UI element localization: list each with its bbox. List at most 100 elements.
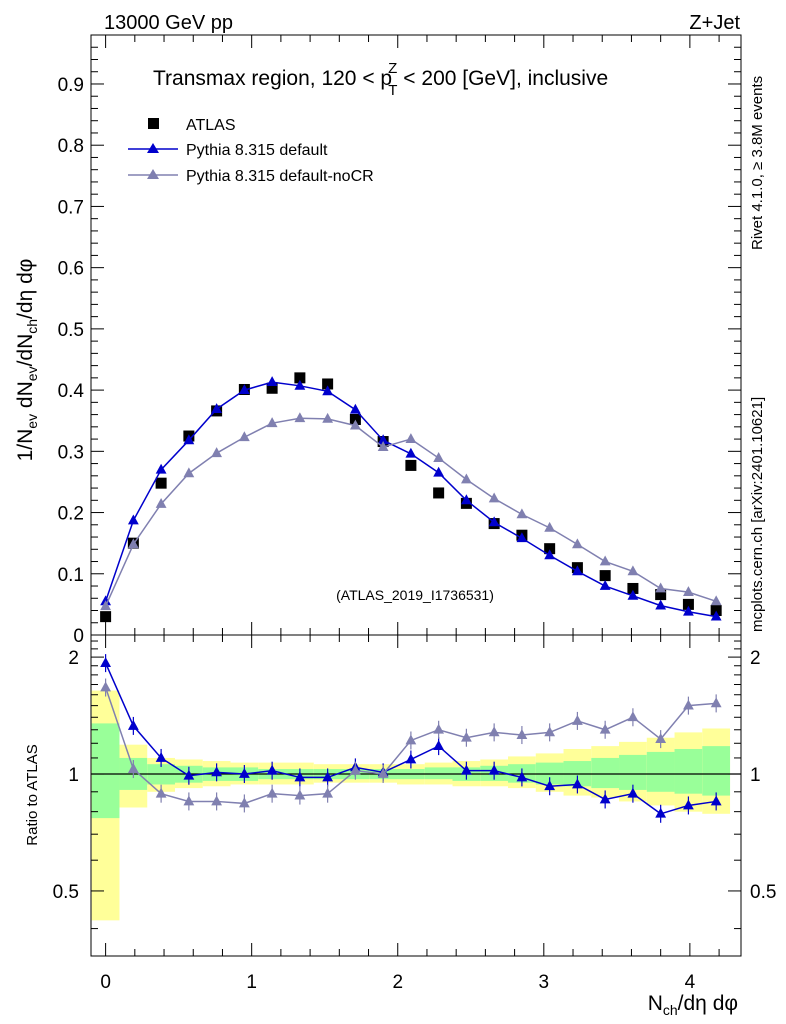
ratio-point-pythia-8-315-default-nocr	[627, 711, 639, 722]
ylabel-part-c: dN	[14, 381, 37, 414]
legend-label-atlas: ATLAS	[186, 117, 236, 134]
data-point-pythia-8-315-default	[460, 494, 472, 505]
main-y-tick-label: 0.6	[58, 259, 84, 280]
legend-marker-pythia-nocr	[147, 169, 159, 179]
data-point-atlas	[322, 378, 334, 390]
ylabel-part-e: /dN	[14, 334, 37, 367]
data-point-atlas	[294, 372, 306, 384]
header-energy-label: 13000 GeV pp	[104, 12, 233, 34]
ylabel-part-g: /dη dφ	[14, 259, 37, 319]
data-point-pythia-8-315-default-nocr	[488, 492, 500, 503]
data-point-atlas	[405, 459, 417, 471]
ratio-point-pythia-8-315-default	[211, 766, 223, 777]
ratio-point-pythia-8-315-default	[433, 740, 445, 751]
ratio-point-pythia-8-315-default	[460, 764, 472, 775]
ratio-band-green	[702, 746, 731, 796]
ratio-point-pythia-8-315-default-nocr	[322, 787, 334, 798]
ratio-point-pythia-8-315-default	[572, 778, 583, 789]
data-point-atlas	[627, 582, 639, 594]
data-point-atlas	[655, 589, 667, 601]
data-point-pythia-8-315-default-nocr	[377, 441, 389, 451]
main-y-tick-label: 0.8	[58, 136, 84, 157]
title-main-part: Transmax region, 120 < p	[153, 67, 392, 90]
data-point-pythia-8-315-default	[183, 434, 195, 445]
ratio-point-pythia-8-315-default	[488, 764, 500, 775]
data-point-atlas	[155, 477, 167, 489]
ratio-point-pythia-8-315-default-nocr	[683, 699, 694, 710]
data-point-pythia-8-315-default	[516, 532, 528, 543]
data-point-pythia-8-315-default-nocr	[544, 521, 556, 532]
legend: ATLAS Pythia 8.315 default Pythia 8.315 …	[128, 117, 374, 185]
ratio-point-pythia-8-315-default-nocr	[433, 723, 445, 734]
data-point-pythia-8-315-default	[655, 599, 667, 610]
data-point-pythia-8-315-default-nocr	[460, 473, 472, 484]
data-point-pythia-8-315-default	[377, 434, 389, 445]
ratio-point-pythia-8-315-default	[710, 795, 722, 806]
x-tick-label: 0	[100, 972, 111, 993]
x-tick-label: 3	[539, 972, 550, 993]
data-point-pythia-8-315-default-nocr	[100, 600, 112, 611]
ratio-band-green	[424, 767, 453, 780]
data-point-pythia-8-315-default	[155, 463, 167, 474]
data-point-pythia-8-315-default-nocr	[599, 555, 611, 566]
ratio-point-pythia-8-315-default	[544, 780, 556, 791]
data-point-pythia-8-315-default	[349, 403, 361, 414]
ratio-point-pythia-8-315-default-nocr	[211, 795, 223, 806]
data-point-atlas	[544, 543, 556, 555]
ratio-point-pythia-8-315-default-nocr	[349, 764, 361, 775]
ylabel-sub-ev1: ev	[24, 414, 40, 429]
legend-marker-pythia-default	[147, 143, 159, 153]
ratio-point-pythia-8-315-default-nocr	[516, 729, 528, 739]
main-y-tick-label: 0.2	[58, 504, 84, 525]
analysis-watermark: (ATLAS_2019_I1736531)	[336, 587, 494, 603]
data-point-pythia-8-315-default-nocr	[349, 419, 361, 430]
series-line-pythia-8-315-default-nocr	[104, 417, 717, 607]
main-y-tick-label: 0.5	[58, 320, 84, 341]
ratio-band-green	[646, 751, 675, 792]
data-point-pythia-8-315-default-nocr	[655, 582, 667, 593]
data-point-pythia-8-315-default-nocr	[183, 467, 195, 478]
ratio-point-pythia-8-315-default	[155, 751, 167, 762]
main-y-axis-label: 1/Nev dNev/dNch/dη dφ	[14, 259, 40, 462]
xlabel-part-a: N	[648, 992, 663, 1015]
series-line-pythia-8-315-default	[104, 381, 717, 618]
data-point-atlas	[682, 598, 694, 610]
ratio-point-pythia-8-315-default-nocr	[710, 697, 722, 708]
ylabel-part-a: 1/N	[14, 429, 37, 462]
data-point-pythia-8-315-default	[683, 605, 694, 616]
ratio-panel: 0.5 0.5 1 1 2 2 0 1 2 3 4 Ratio to ATLAS Nch/dη dφ	[24, 634, 776, 1018]
rivet-version-label: Rivet 4.1.0, ≥ 3.8M events	[749, 76, 766, 250]
ratio-point-pythia-8-315-default-nocr	[266, 787, 278, 798]
data-point-pythia-8-315-default-nocr	[683, 586, 694, 597]
data-point-pythia-8-315-default-nocr	[710, 595, 722, 606]
main-y-tick-label: 0.3	[58, 442, 84, 463]
main-y-tick-label: 0.1	[58, 565, 84, 586]
header-process-label: Z+Jet	[689, 12, 740, 34]
data-point-pythia-8-315-default-nocr	[405, 433, 417, 443]
ratio-y-tick-label: 1	[68, 765, 79, 786]
data-point-pythia-8-315-default-nocr	[572, 538, 583, 549]
ratio-point-pythia-8-315-default	[516, 771, 528, 782]
xlabel-sub-ch: ch	[663, 1002, 678, 1018]
data-point-pythia-8-315-default-nocr	[433, 452, 445, 462]
ratio-point-pythia-8-315-default	[127, 719, 139, 730]
ratio-point-pythia-8-315-default-nocr	[460, 731, 472, 742]
data-point-pythia-8-315-default-nocr	[127, 538, 139, 549]
data-point-atlas	[599, 570, 611, 582]
data-point-pythia-8-315-default	[627, 589, 639, 600]
ratio-band-green	[619, 754, 647, 790]
title-superscript: Z	[388, 60, 397, 77]
main-y-tick-label: 0.4	[58, 381, 85, 402]
ratio-point-pythia-8-315-default	[238, 768, 250, 778]
ratio-band-green	[674, 748, 703, 794]
mcplots-label: mcplots.cern.ch [arXiv:2401.10621]	[749, 397, 766, 632]
ratio-band-green	[91, 723, 120, 819]
ratio-point-pythia-8-315-default	[322, 771, 334, 782]
ratio-point-pythia-8-315-default-nocr	[405, 734, 417, 745]
legend-label-pythia-nocr: Pythia 8.315 default-noCR	[186, 168, 374, 185]
ratio-point-pythia-8-315-default	[655, 807, 667, 818]
ratio-point-pythia-8-315-default-nocr	[294, 789, 306, 800]
title-rest-part: < 200 [GeV], inclusive	[397, 67, 608, 90]
data-point-pythia-8-315-default	[572, 565, 583, 576]
